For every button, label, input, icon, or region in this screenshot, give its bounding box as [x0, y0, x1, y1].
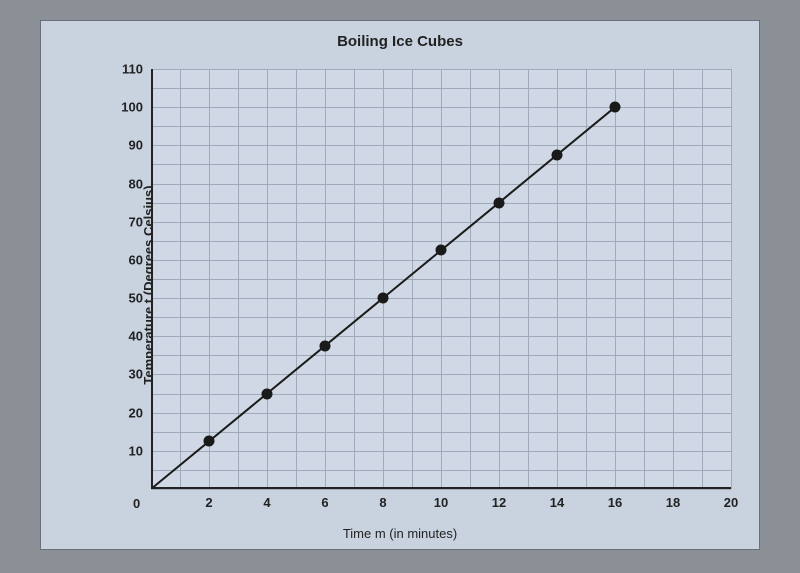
data-point [378, 293, 389, 304]
x-tick: 2 [205, 495, 212, 510]
data-point [204, 436, 215, 447]
y-tick: 70 [129, 214, 143, 229]
x-tick: 18 [666, 495, 680, 510]
y-tick: 90 [129, 138, 143, 153]
y-tick: 30 [129, 367, 143, 382]
x-tick: 12 [492, 495, 506, 510]
y-tick: 40 [129, 329, 143, 344]
x-axis-label: Time m (in minutes) [41, 526, 759, 541]
line-series [151, 69, 731, 489]
x-tick: 16 [608, 495, 622, 510]
y-tick: 110 [122, 62, 143, 77]
y-tick: 80 [129, 176, 143, 191]
x-tick: 8 [379, 495, 386, 510]
y-tick: 10 [129, 443, 143, 458]
data-point [552, 149, 563, 160]
grid-line-v [731, 69, 732, 489]
data-point [436, 245, 447, 256]
y-tick: 20 [129, 405, 143, 420]
data-point [320, 340, 331, 351]
x-tick: 20 [724, 495, 738, 510]
x-tick: 14 [550, 495, 564, 510]
x-tick: 10 [434, 495, 448, 510]
chart-title: Boiling Ice Cubes [41, 33, 759, 50]
y-tick: 60 [129, 252, 143, 267]
data-point [610, 102, 621, 113]
plot-area: 102030405060708090100110 246810121416182… [151, 69, 731, 489]
grid-line-h [151, 489, 731, 490]
origin-label: 0 [133, 496, 140, 511]
y-tick: 100 [121, 100, 143, 115]
y-tick: 50 [129, 291, 143, 306]
data-point [262, 388, 273, 399]
x-tick: 6 [321, 495, 328, 510]
data-point [494, 197, 505, 208]
x-tick: 4 [263, 495, 270, 510]
chart-panel: Boiling Ice Cubes Temperature t (Degrees… [40, 20, 760, 550]
